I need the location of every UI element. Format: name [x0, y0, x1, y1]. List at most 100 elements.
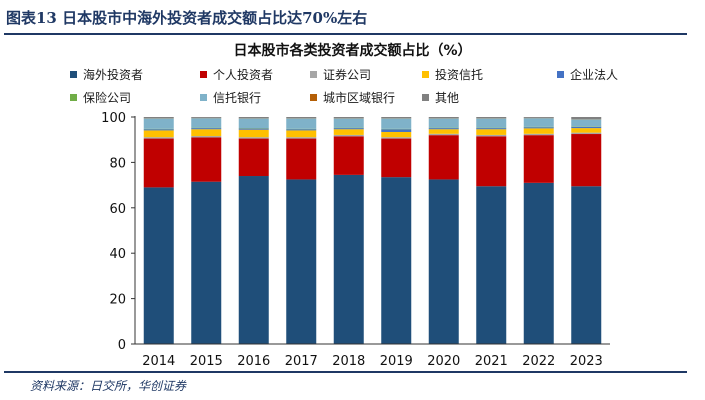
top-rule	[4, 33, 687, 35]
bar-2023-0	[571, 186, 602, 344]
bar-2014-4	[143, 129, 174, 131]
legend-item-8: 其他	[422, 89, 459, 106]
legend-label-1: 个人投资者	[213, 68, 274, 82]
bar-2023-2	[571, 132, 602, 135]
bar-2017-3	[286, 130, 317, 138]
bar-2014-3	[143, 130, 174, 138]
bar-2017-4	[286, 129, 317, 131]
bar-2018-0	[333, 174, 364, 344]
bar-2015-6	[191, 118, 222, 128]
bar-2021-1	[476, 136, 507, 187]
legend-label-3: 投资信托	[435, 68, 484, 82]
bar-2018-6	[333, 118, 364, 128]
legend-swatch-1	[200, 71, 207, 78]
legend-item-4: 企业法人	[557, 66, 618, 83]
bar-2015-4	[191, 128, 222, 130]
bar-2018-4	[333, 128, 364, 130]
bar-2018-3	[333, 129, 364, 135]
legend-swatch-8	[422, 94, 429, 101]
bar-2020-4	[428, 128, 459, 130]
bar-2014-1	[143, 138, 174, 188]
y-tick-label-100: 100	[101, 111, 126, 126]
bar-2019-2	[381, 137, 412, 139]
legend-item-3: 投资信托	[422, 66, 483, 83]
legend-swatch-2	[310, 71, 317, 78]
bar-2016-6	[238, 118, 269, 129]
bar-2014-0	[143, 187, 174, 344]
bar-2022-6	[523, 118, 554, 127]
bar-2017-2	[286, 137, 317, 139]
legend-item-2: 证券公司	[310, 66, 371, 83]
legend-swatch-7	[310, 94, 317, 101]
x-tick-label-2021: 2021	[475, 354, 508, 369]
legend-item-1: 个人投资者	[200, 66, 273, 83]
bar-2015-1	[191, 137, 222, 182]
bar-2022-0	[523, 182, 554, 344]
bar-2020-1	[428, 135, 459, 180]
bar-2021-4	[476, 128, 507, 130]
bar-2020-0	[428, 179, 459, 344]
y-tick-label-0: 0	[118, 338, 126, 353]
x-tick-label-2017: 2017	[285, 354, 318, 369]
legend-label-4: 企业法人	[570, 68, 619, 82]
bar-2022-8	[523, 117, 554, 118]
bar-2022-2	[523, 133, 554, 136]
x-tick-label-2020: 2020	[427, 354, 460, 369]
bar-2020-6	[428, 118, 459, 128]
legend-label-7: 城市区域银行	[323, 91, 396, 105]
bar-2021-2	[476, 134, 507, 137]
bar-2021-3	[476, 129, 507, 135]
legend-item-0: 海外投资者	[70, 66, 143, 83]
bar-2017-0	[286, 179, 317, 344]
x-tick-label-2018: 2018	[332, 354, 365, 369]
bar-2018-2	[333, 134, 364, 137]
bar-2018-1	[333, 136, 364, 175]
x-tick-label-2015: 2015	[190, 354, 223, 369]
figure-title: 图表13 日本股市中海外投资者成交额占比达70%左右	[6, 9, 368, 27]
bar-2023-6	[571, 119, 602, 127]
legend-swatch-4	[557, 71, 564, 78]
legend-label-5: 保险公司	[83, 91, 132, 105]
legend-item-7: 城市区域银行	[310, 89, 395, 106]
bar-2023-4	[571, 126, 602, 129]
bar-2021-0	[476, 186, 507, 344]
bar-2015-2	[191, 136, 222, 138]
bar-2019-1	[381, 138, 412, 178]
bar-2021-8	[476, 117, 507, 119]
legend-label-0: 海外投资者	[83, 68, 144, 82]
bar-2017-1	[286, 138, 317, 180]
legend-label-6: 信托银行	[213, 91, 262, 105]
legend-item-5: 保险公司	[70, 89, 131, 106]
x-tick-label-2019: 2019	[380, 354, 413, 369]
bar-2020-3	[428, 129, 459, 134]
bar-2016-2	[238, 137, 269, 139]
bar-2019-8	[381, 117, 412, 119]
x-tick-label-2023: 2023	[570, 354, 603, 369]
legend-swatch-5	[70, 94, 77, 101]
bar-2021-6	[476, 118, 507, 128]
legend-item-6: 信托银行	[200, 89, 261, 106]
y-tick-label-40: 40	[109, 247, 126, 262]
bar-2015-8	[191, 117, 222, 118]
bar-2014-6	[143, 118, 174, 129]
legend-label-2: 证券公司	[323, 68, 372, 82]
bar-2014-8	[143, 117, 174, 119]
x-tick-label-2014: 2014	[142, 354, 175, 369]
legend-swatch-6	[200, 94, 207, 101]
bar-2023-8	[571, 117, 602, 120]
y-tick-label-20: 20	[109, 293, 126, 308]
bar-2016-0	[238, 176, 269, 344]
bar-2020-8	[428, 117, 459, 119]
x-tick-label-2016: 2016	[237, 354, 270, 369]
bar-2016-1	[238, 138, 269, 177]
bar-2019-0	[381, 177, 412, 344]
bar-2015-3	[191, 129, 222, 137]
bar-2017-8	[286, 117, 317, 119]
bar-2017-6	[286, 118, 317, 129]
bar-2018-8	[333, 117, 364, 119]
legend-label-8: 其他	[435, 91, 460, 105]
chart-title: 日本股市各类投资者成交额占比（%）	[233, 43, 472, 59]
bar-2023-3	[571, 128, 602, 133]
bar-2019-3	[381, 131, 412, 138]
